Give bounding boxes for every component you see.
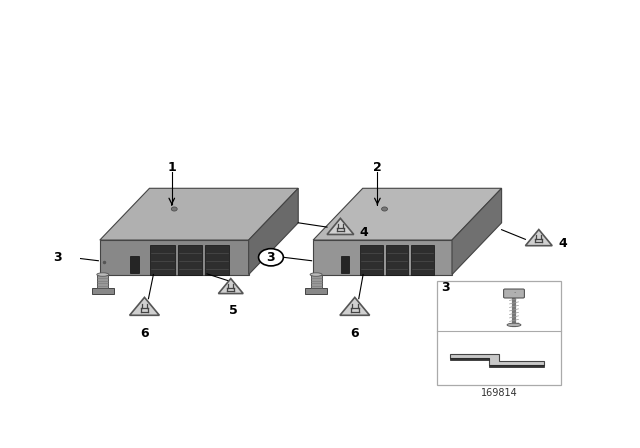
Polygon shape — [340, 297, 370, 315]
Text: 169814: 169814 — [481, 388, 518, 397]
Polygon shape — [386, 245, 408, 275]
Polygon shape — [452, 188, 502, 275]
Bar — [97, 275, 108, 288]
Polygon shape — [313, 240, 452, 275]
Polygon shape — [449, 354, 544, 365]
Text: ·: · — [513, 290, 515, 297]
Text: 4: 4 — [360, 226, 369, 239]
Polygon shape — [449, 358, 489, 360]
Text: 3: 3 — [53, 251, 62, 264]
Polygon shape — [100, 240, 248, 275]
Polygon shape — [305, 288, 327, 294]
Polygon shape — [205, 245, 229, 275]
Text: 2: 2 — [373, 161, 382, 174]
Bar — [310, 275, 321, 288]
Text: 3: 3 — [267, 251, 275, 264]
Bar — [437, 281, 561, 385]
Polygon shape — [313, 188, 502, 240]
Ellipse shape — [310, 273, 322, 276]
Polygon shape — [150, 245, 175, 275]
Bar — [341, 255, 349, 273]
FancyBboxPatch shape — [504, 289, 524, 298]
Circle shape — [381, 207, 388, 211]
Polygon shape — [327, 218, 354, 234]
Circle shape — [45, 249, 70, 266]
Bar — [129, 255, 138, 273]
Polygon shape — [360, 245, 383, 275]
Polygon shape — [489, 365, 544, 367]
Text: 1: 1 — [168, 161, 176, 174]
Polygon shape — [248, 188, 298, 275]
Text: 6: 6 — [140, 327, 148, 340]
Polygon shape — [100, 188, 298, 240]
Circle shape — [259, 249, 284, 266]
Text: 6: 6 — [351, 327, 359, 340]
Polygon shape — [412, 245, 434, 275]
Polygon shape — [218, 279, 243, 293]
Ellipse shape — [507, 323, 521, 327]
Polygon shape — [129, 297, 159, 315]
Polygon shape — [178, 245, 202, 275]
Text: 3: 3 — [441, 281, 449, 294]
Ellipse shape — [97, 273, 109, 276]
Text: 5: 5 — [229, 304, 237, 317]
Polygon shape — [525, 229, 552, 246]
Circle shape — [172, 207, 177, 211]
Text: 4: 4 — [558, 237, 567, 250]
Polygon shape — [92, 288, 114, 294]
